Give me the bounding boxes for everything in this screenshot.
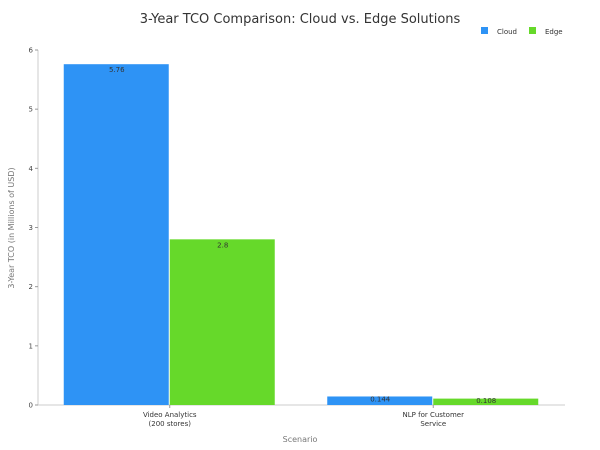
bar-value-label: 0.144: [370, 396, 391, 404]
x-tick-label: (200 stores): [149, 420, 192, 428]
bar-edge-0: [169, 239, 275, 405]
x-axis: Video Analytics(200 stores) NLP for Custo…: [38, 404, 565, 428]
y-axis-label: 3-Year TCO (in Millions of USD): [7, 167, 16, 288]
bars: 5.76 2.8 0.144 0.108: [63, 64, 539, 405]
y-tick-label: 0: [29, 402, 33, 410]
legend-label-cloud: Cloud: [497, 28, 517, 36]
y-tick-label: 5: [29, 106, 33, 114]
bar-value-label: 0.108: [476, 397, 496, 405]
x-tick-label: NLP for Customer: [403, 411, 465, 419]
legend-swatch-cloud: [481, 27, 488, 34]
legend: Cloud Edge: [481, 27, 563, 36]
bar-value-label: 5.76: [109, 66, 125, 74]
legend-swatch-edge: [529, 27, 536, 34]
x-tick-label: Service: [420, 420, 446, 428]
y-tick-label: 3: [29, 224, 33, 232]
chart-title: 3-Year TCO Comparison: Cloud vs. Edge So…: [140, 12, 461, 27]
bar-cloud-1: [327, 396, 433, 405]
y-tick-label: 2: [29, 283, 33, 291]
y-tick-label: 1: [29, 342, 33, 350]
y-tick-label: 6: [29, 47, 34, 55]
y-axis: 0 1 2 3 4 5 6: [29, 47, 39, 410]
legend-label-edge: Edge: [545, 28, 563, 36]
x-axis-label: Scenario: [283, 435, 318, 444]
x-tick-label: Video Analytics: [143, 411, 197, 419]
y-tick-label: 4: [29, 165, 34, 173]
bar-cloud-0: [63, 64, 169, 405]
bar-value-label: 2.8: [217, 241, 228, 249]
bar-edge-1: [433, 398, 539, 405]
